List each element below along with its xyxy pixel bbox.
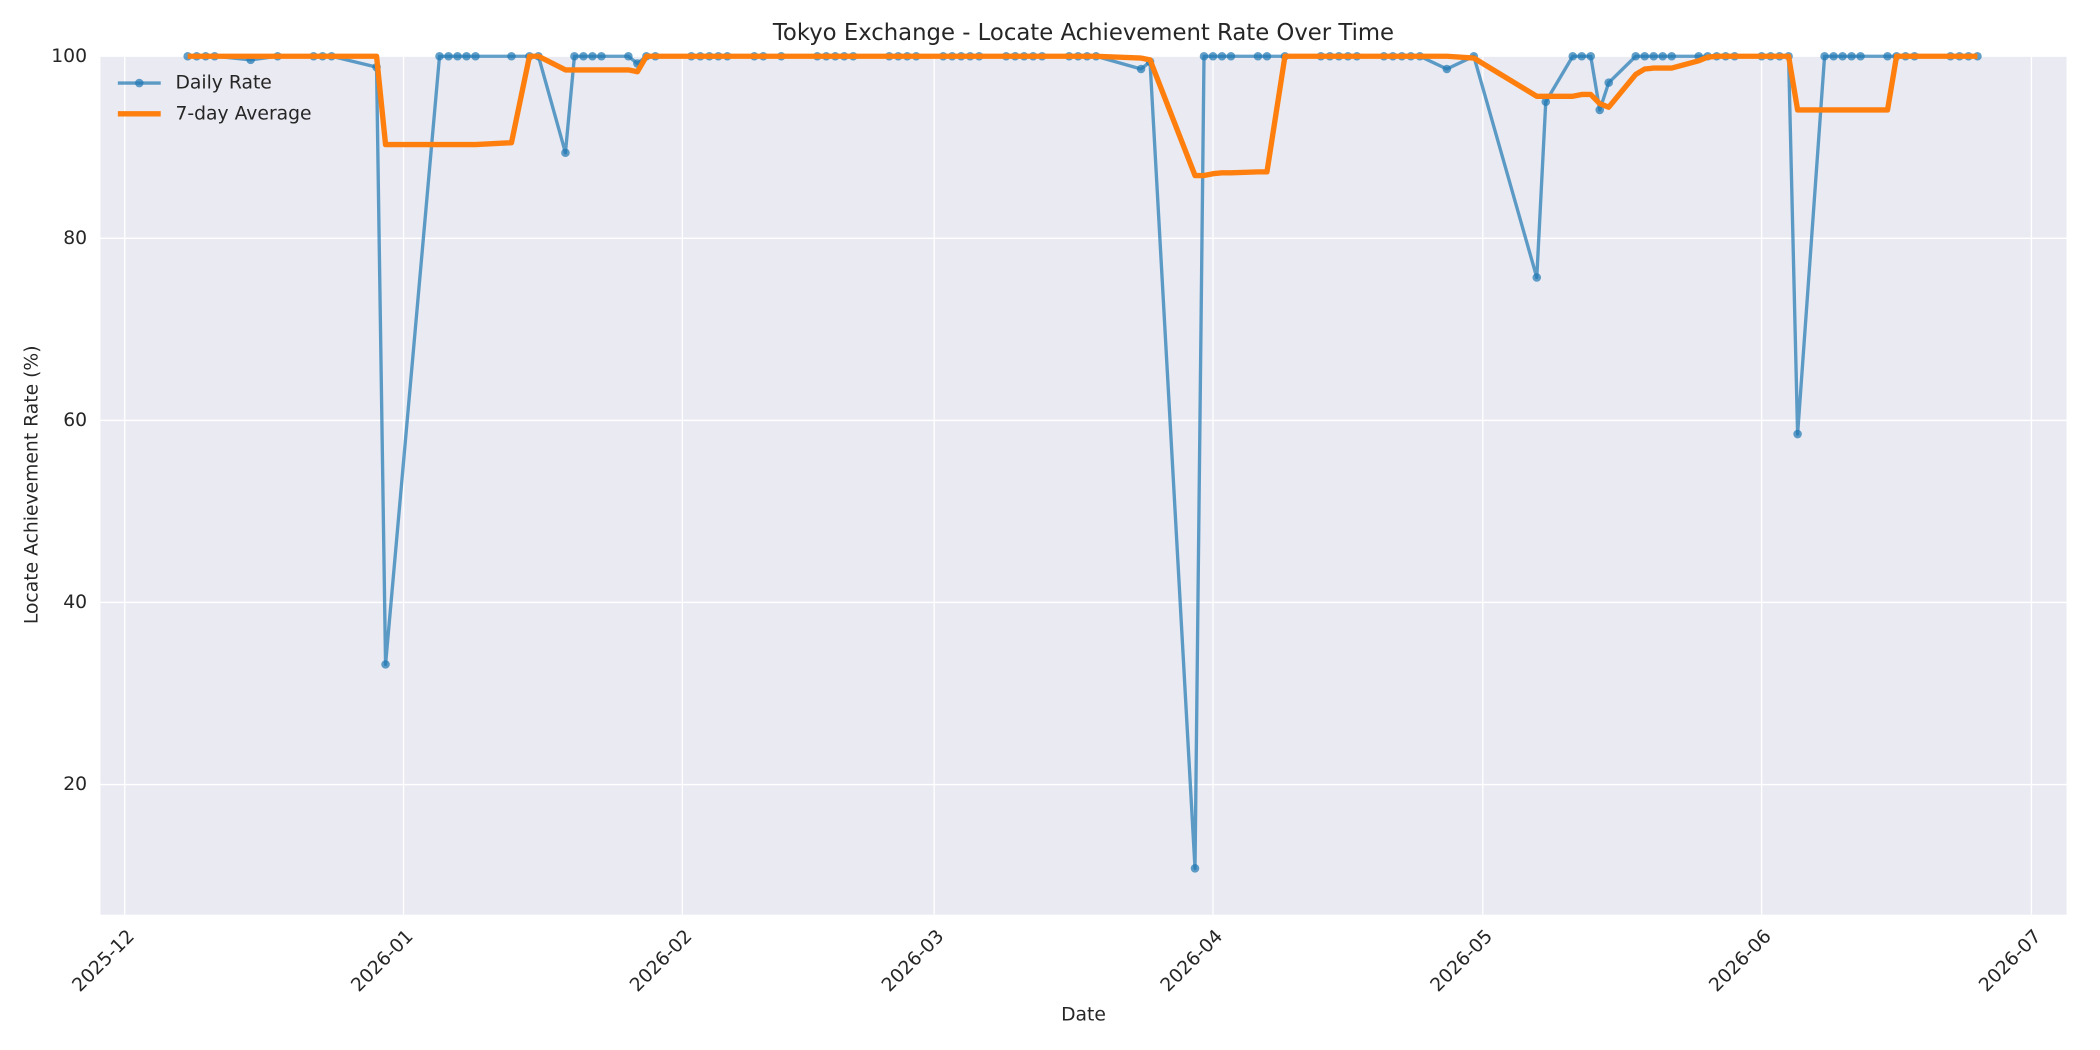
data-point — [381, 660, 390, 669]
x-tick-label: 2026-02 — [626, 926, 696, 996]
data-point — [462, 51, 471, 61]
x-tick-label: 2026-03 — [878, 926, 948, 996]
data-point — [1253, 51, 1263, 61]
data-point — [471, 51, 480, 61]
data-point — [579, 51, 588, 61]
x-tick-label: 2026-06 — [1705, 926, 1775, 996]
y-tick-label: 80 — [63, 228, 87, 249]
data-point — [1658, 51, 1667, 61]
data-point — [588, 51, 597, 61]
data-point — [1847, 51, 1856, 61]
data-point — [1640, 51, 1649, 61]
chart-title: Tokyo Exchange - Locate Achievement Rate… — [772, 20, 1394, 46]
data-point — [1586, 51, 1596, 61]
y-axis-label: Locate Achievement Rate (%) — [22, 345, 43, 624]
x-axis-label: Date — [1061, 1005, 1106, 1026]
y-tick-label: 60 — [63, 410, 87, 431]
x-tick-label: 2025-12 — [69, 926, 139, 996]
y-tick-label: 20 — [63, 774, 87, 795]
data-point — [444, 51, 453, 61]
data-point — [597, 51, 606, 61]
x-tick-label: 2026-07 — [1975, 926, 2045, 996]
data-point — [1667, 51, 1676, 61]
x-tick-label: 2026-01 — [347, 926, 417, 996]
series-line — [187, 53, 1978, 179]
data-point — [453, 51, 462, 61]
legend-label: Daily Rate — [175, 73, 271, 94]
y-tick-label: 40 — [63, 592, 87, 613]
data-point — [1568, 51, 1578, 61]
data-point — [1199, 51, 1209, 61]
data-point — [1820, 51, 1829, 61]
data-point — [1208, 51, 1218, 61]
data-point — [435, 51, 444, 61]
x-tick-label: 2026-04 — [1157, 926, 1227, 996]
data-point — [1883, 51, 1892, 61]
x-tick-label: 2026-05 — [1427, 926, 1497, 996]
data-point — [1577, 51, 1587, 61]
data-point — [1226, 51, 1236, 61]
data-point — [1442, 64, 1452, 74]
data-point — [1793, 429, 1802, 439]
plot-area — [100, 56, 2067, 915]
data-point — [1262, 51, 1272, 61]
data-point — [507, 51, 516, 61]
data-point — [1604, 78, 1614, 87]
data-point — [1838, 51, 1847, 61]
data-point — [570, 51, 579, 61]
data-point — [1541, 97, 1551, 107]
legend-marker — [135, 78, 144, 88]
data-point — [1649, 51, 1658, 61]
data-point — [1829, 51, 1838, 61]
data-point — [1856, 51, 1865, 61]
data-point — [624, 51, 633, 61]
data-point — [1631, 51, 1640, 61]
data-point — [1217, 51, 1227, 61]
data-point — [1532, 273, 1542, 282]
data-point — [1136, 64, 1146, 74]
y-tick-label: 100 — [51, 46, 87, 67]
data-point — [561, 148, 570, 158]
data-point — [1190, 864, 1200, 873]
legend-label: 7-day Average — [175, 103, 311, 124]
data-point — [1595, 105, 1605, 115]
